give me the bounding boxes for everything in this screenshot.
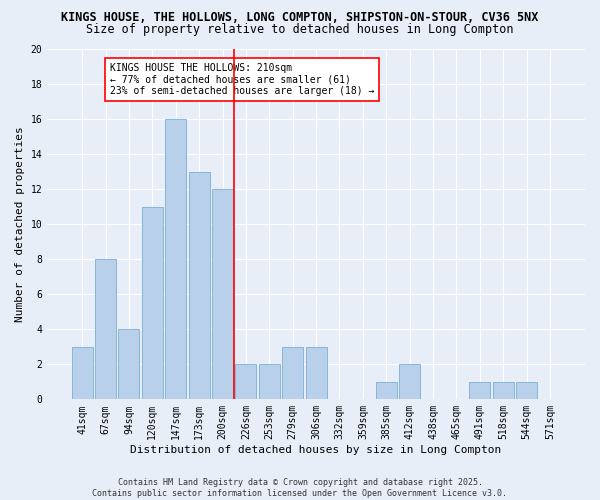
Bar [118, 330, 139, 400]
Text: KINGS HOUSE THE HOLLOWS: 210sqm
← 77% of detached houses are smaller (61)
23% of: KINGS HOUSE THE HOLLOWS: 210sqm ← 77% of… [110, 63, 374, 96]
Bar [95, 259, 116, 400]
Bar [259, 364, 280, 400]
Text: Contains HM Land Registry data © Crown copyright and database right 2025.
Contai: Contains HM Land Registry data © Crown c… [92, 478, 508, 498]
Bar [142, 206, 163, 400]
Y-axis label: Number of detached properties: Number of detached properties [15, 126, 25, 322]
Bar [469, 382, 490, 400]
Bar [212, 189, 233, 400]
Bar [235, 364, 256, 400]
Bar [305, 347, 326, 400]
Bar [399, 364, 420, 400]
Bar [165, 119, 186, 400]
Text: Size of property relative to detached houses in Long Compton: Size of property relative to detached ho… [86, 22, 514, 36]
Bar [516, 382, 537, 400]
X-axis label: Distribution of detached houses by size in Long Compton: Distribution of detached houses by size … [130, 445, 502, 455]
Bar [188, 172, 209, 400]
Bar [493, 382, 514, 400]
Bar [376, 382, 397, 400]
Bar [282, 347, 303, 400]
Bar [71, 347, 92, 400]
Text: KINGS HOUSE, THE HOLLOWS, LONG COMPTON, SHIPSTON-ON-STOUR, CV36 5NX: KINGS HOUSE, THE HOLLOWS, LONG COMPTON, … [61, 11, 539, 24]
